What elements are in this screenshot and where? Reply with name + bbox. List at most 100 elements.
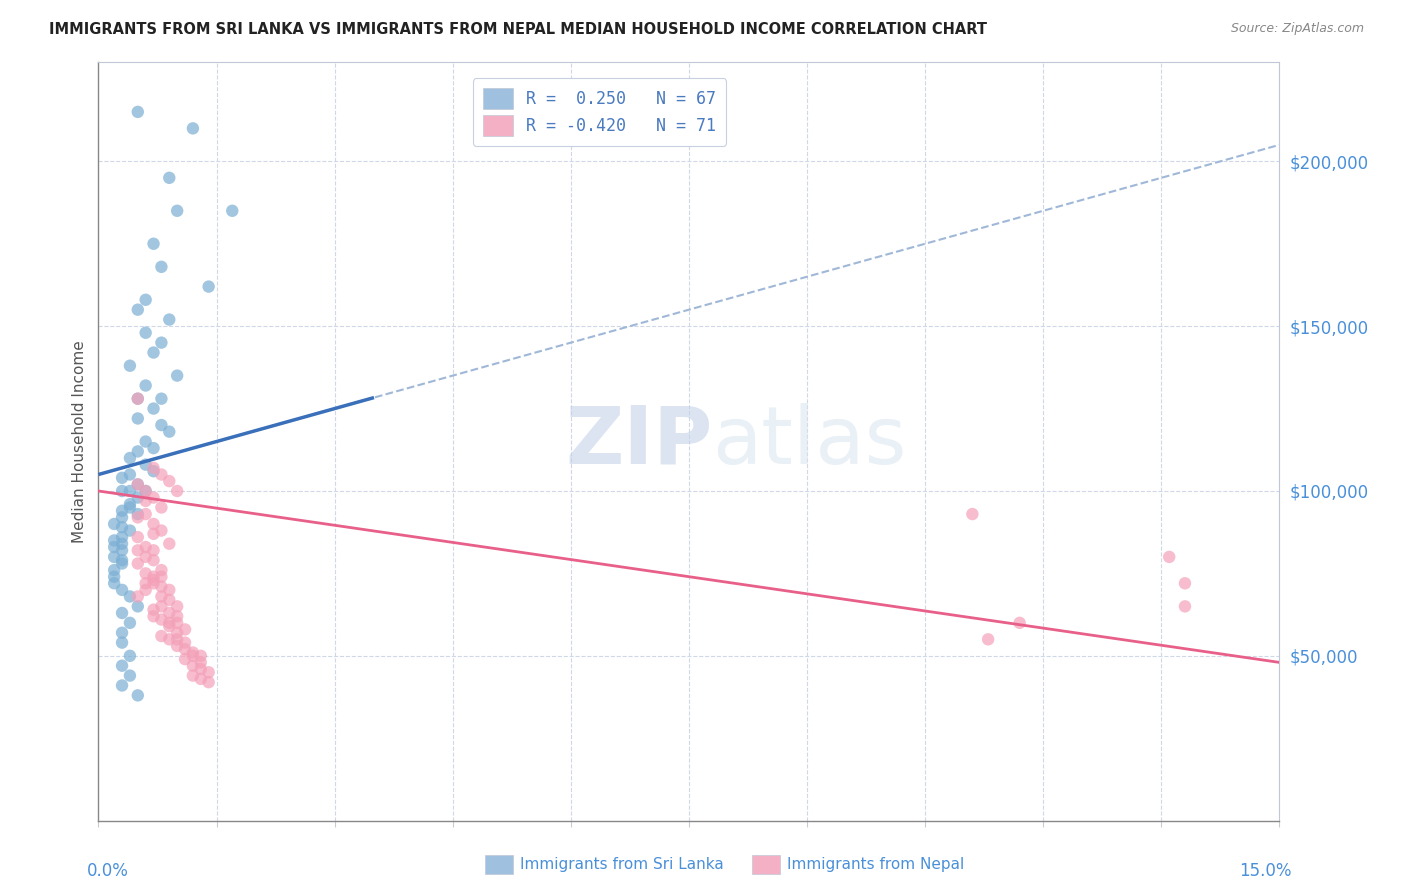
Point <box>150 570 173 584</box>
Point <box>142 570 165 584</box>
Point <box>118 590 141 604</box>
Point <box>118 450 141 465</box>
Point <box>127 689 149 703</box>
Point <box>111 510 134 524</box>
Point <box>150 563 173 577</box>
Point <box>127 557 149 571</box>
Point <box>166 625 188 640</box>
Point <box>150 260 173 274</box>
Point <box>135 378 157 392</box>
Point <box>127 104 149 119</box>
Point <box>181 646 204 660</box>
Point <box>127 411 149 425</box>
Point <box>166 632 188 647</box>
Point <box>166 639 188 653</box>
Point <box>127 507 149 521</box>
Point <box>135 483 157 498</box>
Point <box>150 392 173 406</box>
Point <box>111 582 134 597</box>
Point <box>103 533 125 548</box>
Point <box>142 553 165 567</box>
Point <box>118 500 141 515</box>
Point <box>118 615 141 630</box>
Point <box>166 609 188 624</box>
Point <box>127 477 149 491</box>
Point <box>127 444 149 458</box>
Point <box>142 401 165 416</box>
Point <box>150 580 173 594</box>
Point <box>127 510 149 524</box>
Point <box>111 606 134 620</box>
Y-axis label: Median Household Income: Median Household Income <box>72 340 87 543</box>
Point <box>142 576 165 591</box>
Point <box>111 658 134 673</box>
Point <box>127 392 149 406</box>
Point <box>150 500 173 515</box>
Point <box>977 632 1000 647</box>
Point <box>111 520 134 534</box>
Point <box>190 672 212 686</box>
Point <box>111 537 134 551</box>
Text: IMMIGRANTS FROM SRI LANKA VS IMMIGRANTS FROM NEPAL MEDIAN HOUSEHOLD INCOME CORRE: IMMIGRANTS FROM SRI LANKA VS IMMIGRANTS … <box>49 22 987 37</box>
Legend: R =  0.250   N = 67, R = -0.420   N = 71: R = 0.250 N = 67, R = -0.420 N = 71 <box>472 78 727 145</box>
Point <box>166 368 188 383</box>
Point <box>142 464 165 478</box>
Point <box>142 573 165 587</box>
Point <box>181 658 204 673</box>
Text: atlas: atlas <box>713 402 907 481</box>
Point <box>150 599 173 614</box>
Point <box>174 642 197 657</box>
Point <box>127 590 149 604</box>
Point <box>118 524 141 538</box>
Point <box>118 668 141 682</box>
Point <box>150 613 173 627</box>
Point <box>157 619 180 633</box>
Point <box>157 425 180 439</box>
Point <box>103 516 125 531</box>
Point <box>174 652 197 666</box>
Point <box>135 582 157 597</box>
Point <box>118 467 141 482</box>
Point <box>181 648 204 663</box>
Point <box>150 335 173 350</box>
Point <box>142 441 165 455</box>
Point <box>150 590 173 604</box>
Point <box>190 662 212 676</box>
Point <box>111 504 134 518</box>
Point <box>157 615 180 630</box>
Point <box>111 483 134 498</box>
Point <box>157 474 180 488</box>
Point <box>1008 615 1031 630</box>
Point <box>150 467 173 482</box>
Point <box>118 483 141 498</box>
Point <box>1174 576 1197 591</box>
Point <box>127 530 149 544</box>
Point <box>135 326 157 340</box>
Point <box>135 549 157 564</box>
Point <box>174 635 197 649</box>
Text: ZIP: ZIP <box>565 402 713 481</box>
Point <box>135 566 157 581</box>
Point <box>127 302 149 317</box>
Text: 15.0%: 15.0% <box>1239 863 1291 880</box>
Point <box>135 483 157 498</box>
Point <box>142 461 165 475</box>
Point <box>142 491 165 505</box>
Point <box>166 483 188 498</box>
Point <box>166 599 188 614</box>
Point <box>127 543 149 558</box>
Point <box>190 656 212 670</box>
Point <box>1159 549 1181 564</box>
Point <box>135 458 157 472</box>
Point <box>157 537 180 551</box>
Point <box>181 668 204 682</box>
Point <box>118 497 141 511</box>
Point <box>135 494 157 508</box>
Point <box>127 491 149 505</box>
Point <box>111 471 134 485</box>
Point <box>197 279 219 293</box>
Point <box>127 599 149 614</box>
Point <box>157 312 180 326</box>
Point <box>221 203 243 218</box>
Text: Immigrants from Sri Lanka: Immigrants from Sri Lanka <box>520 857 724 871</box>
